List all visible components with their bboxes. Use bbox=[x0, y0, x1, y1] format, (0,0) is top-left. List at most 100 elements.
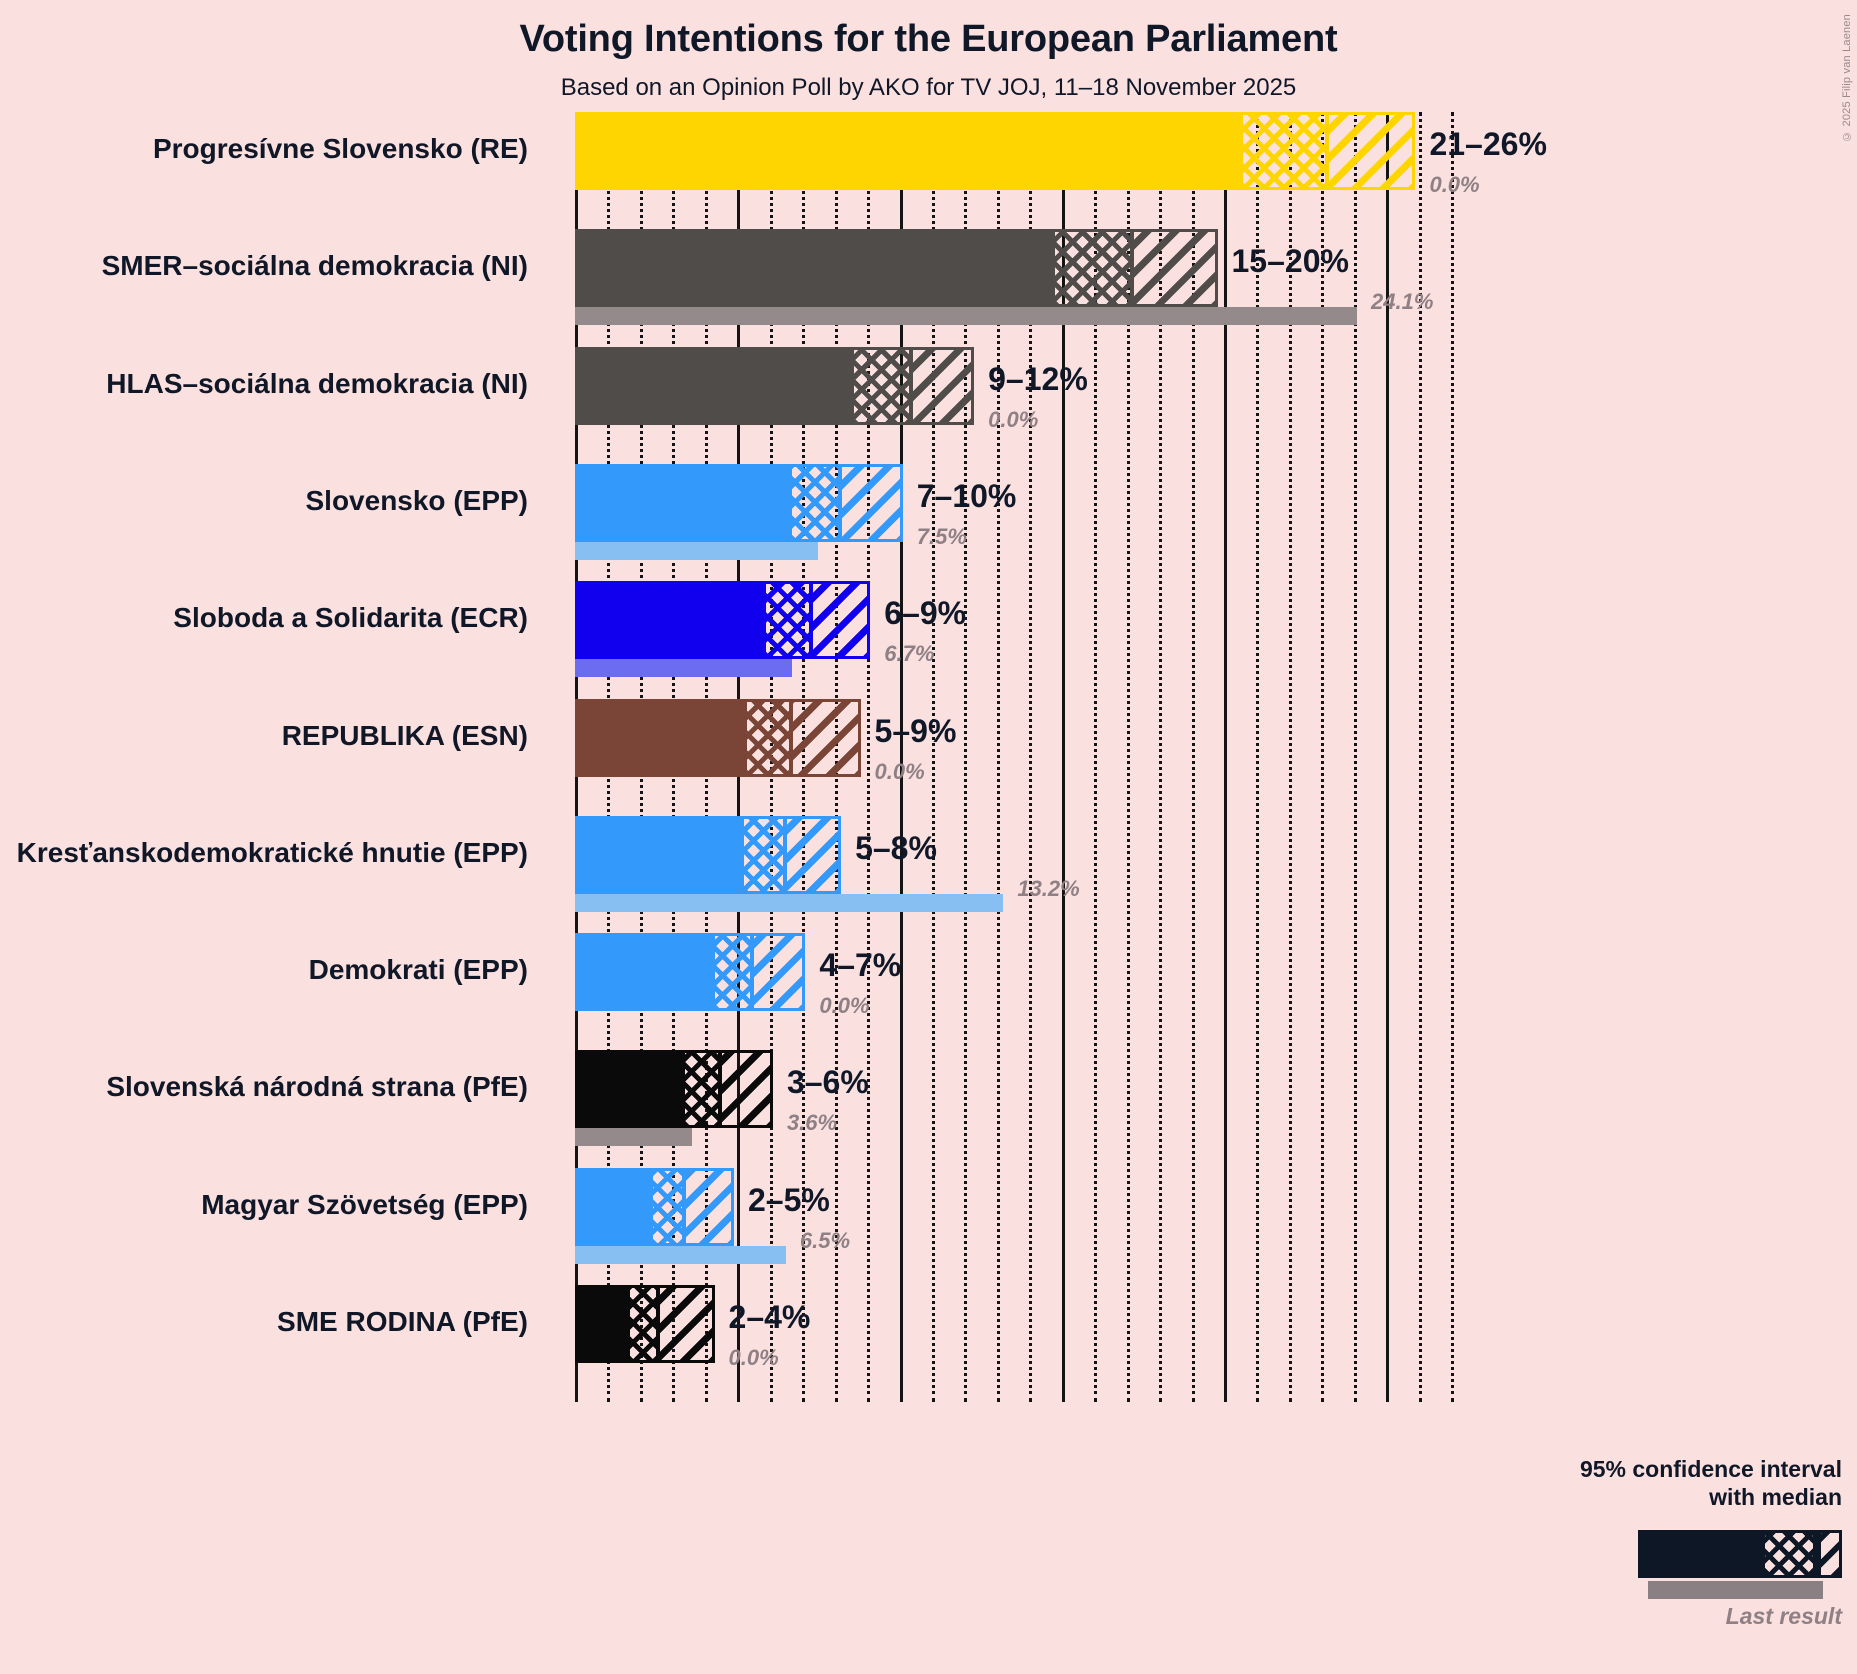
bar-segment-crosshatch bbox=[766, 581, 809, 660]
last-result-bar bbox=[575, 541, 819, 560]
bar-segment-solid bbox=[575, 698, 747, 777]
party-label: HLAS–sociálna demokracia (NI) bbox=[106, 367, 528, 399]
bar-outline bbox=[575, 933, 806, 1012]
bar-outline bbox=[575, 346, 975, 425]
bar-segment-solid bbox=[575, 463, 793, 542]
bar-segment-diagonal bbox=[750, 933, 806, 1012]
bar-segment-diagonal bbox=[717, 1050, 773, 1129]
gridline-major bbox=[1386, 112, 1390, 1402]
bar-outline bbox=[575, 1285, 715, 1363]
gridline-major bbox=[899, 112, 903, 1402]
chart-row: SMER–sociálna demokracia (NI) 15–20% 24.1% bbox=[102, 229, 1820, 346]
gridline-major bbox=[1061, 112, 1065, 1402]
gridline-minor bbox=[1029, 112, 1033, 1402]
bar-segment-diagonal bbox=[808, 581, 871, 660]
gridline-minor bbox=[1159, 112, 1163, 1402]
bar-segment-crosshatch bbox=[1243, 112, 1325, 190]
bar-segment-crosshatch bbox=[652, 1167, 683, 1246]
bar-segment-crosshatch bbox=[685, 1050, 718, 1129]
gridline-minor bbox=[1256, 112, 1260, 1402]
party-label: Progresívne Slovensko (RE) bbox=[152, 133, 528, 164]
range-label: 15–20% bbox=[1231, 243, 1349, 280]
last-result-label: 0.0% bbox=[819, 993, 870, 1019]
bar-segment-solid bbox=[575, 815, 744, 894]
bar-segment-crosshatch bbox=[746, 698, 790, 777]
gridline-minor bbox=[1094, 112, 1098, 1402]
legend-title: 95% confidence interval with median bbox=[1290, 1455, 1842, 1511]
chart-row: Demokrati (EPP) 4–7% 0.0% bbox=[309, 933, 1820, 1050]
chart-row: HLAS–sociálna demokracia (NI) 9–12% 0.0% bbox=[106, 346, 1820, 464]
gridline-minor bbox=[1321, 112, 1325, 1402]
gridline-minor bbox=[867, 112, 871, 1402]
bar-segment-crosshatch bbox=[714, 933, 751, 1012]
bar-segment-solid bbox=[575, 229, 1056, 308]
range-label: 7–10% bbox=[916, 477, 1017, 514]
last-result-label: 3.6% bbox=[786, 1110, 838, 1136]
bar-segment-diagonal bbox=[656, 1285, 715, 1363]
chart-row: Sloboda a Solidarita (ECR) 6–9% 6.7% bbox=[173, 581, 1820, 698]
gridline-minor bbox=[996, 112, 1000, 1402]
last-result-label: 0.0% bbox=[728, 1345, 779, 1370]
bar-outline bbox=[575, 463, 903, 542]
legend-last-result-label: Last result bbox=[1725, 1603, 1842, 1629]
bar-segment-solid bbox=[575, 933, 715, 1012]
bar-segment-diagonal bbox=[837, 463, 903, 542]
chart-row: Slovenská národná strana (PfE) 3–6% 3.6% bbox=[106, 1050, 1820, 1167]
party-label: SMER–sociálna demokracia (NI) bbox=[101, 250, 528, 282]
legend-ci-bar bbox=[1638, 1530, 1842, 1578]
bar-outline bbox=[575, 581, 871, 660]
party-label: Slovensko (EPP) bbox=[305, 484, 528, 516]
gridline-minor bbox=[1191, 112, 1195, 1402]
bar-segment-solid bbox=[575, 581, 767, 660]
bar-segment-crosshatch bbox=[854, 346, 910, 425]
range-label: 21–26% bbox=[1429, 126, 1547, 162]
range-label: 2–4% bbox=[728, 1299, 811, 1335]
last-result-label: 0.0% bbox=[874, 758, 925, 784]
last-result-bar bbox=[575, 659, 793, 678]
gridline-minor bbox=[1353, 112, 1357, 1402]
bar-segment-diagonal bbox=[1129, 229, 1218, 308]
bar-segment-crosshatch bbox=[1055, 229, 1130, 308]
chart-row: Magyar Szövetség (EPP) 2–5% 6.5% bbox=[201, 1167, 1820, 1285]
last-result-label: 24.1% bbox=[1371, 289, 1434, 315]
legend-diagonal-segment bbox=[1817, 1533, 1839, 1575]
party-label: Kresťanskodemokratické hnutie (EPP) bbox=[16, 836, 528, 868]
last-result-label: 13.2% bbox=[1017, 875, 1080, 901]
bar-segment-diagonal bbox=[789, 698, 861, 777]
copyright-notice: © 2025 Filip van Laenen bbox=[1841, 14, 1853, 142]
range-label: 3–6% bbox=[786, 1064, 869, 1101]
range-label: 9–12% bbox=[988, 360, 1088, 397]
bar-segment-crosshatch bbox=[630, 1285, 657, 1363]
chart-row: Slovensko (EPP) 7–10% 7.5% bbox=[305, 463, 1820, 581]
chart-legend: 95% confidence interval with median Last… bbox=[1290, 1455, 1850, 1629]
chart-row: SME RODINA (PfE) 2–4% 0.0% bbox=[277, 1285, 1820, 1402]
chart-subtitle: Based on an Opinion Poll by AKO for TV J… bbox=[560, 74, 1297, 101]
bar-segment-diagonal bbox=[682, 1167, 734, 1246]
party-label: Magyar Szövetség (EPP) bbox=[201, 1188, 528, 1220]
legend-crosshatch-segment bbox=[1765, 1533, 1813, 1575]
chart-row: Progresívne Slovensko (RE) 21–26% 0.0% bbox=[153, 112, 1820, 229]
range-label: 4–7% bbox=[819, 947, 902, 984]
bar-outline bbox=[575, 229, 1218, 308]
gridline-minor bbox=[1418, 112, 1422, 1402]
bar-segment-solid bbox=[575, 112, 1244, 190]
last-result-label: 0.0% bbox=[988, 406, 1039, 432]
legend-title-line1: 95% confidence interval bbox=[1579, 1456, 1842, 1482]
party-label: REPUBLIKA (ESN) bbox=[281, 719, 528, 751]
legend-last-result-bar bbox=[1648, 1581, 1823, 1599]
last-result-label: 7.5% bbox=[916, 523, 967, 549]
bar-outline bbox=[575, 698, 861, 777]
bar-segment-solid bbox=[575, 1050, 686, 1129]
gridline-minor bbox=[1126, 112, 1130, 1402]
last-result-bar bbox=[575, 1245, 786, 1264]
chart-row: REPUBLIKA (ESN) 5–9% 0.0% bbox=[282, 698, 1820, 816]
range-label: 5–8% bbox=[855, 829, 937, 866]
chart-row: Kresťanskodemokratické hnutie (EPP) 5–8% 1… bbox=[17, 815, 1820, 933]
range-label: 5–9% bbox=[874, 712, 957, 749]
page-title: Voting Intentions for the European Parli… bbox=[519, 18, 1338, 60]
last-result-bar bbox=[575, 1128, 692, 1147]
bar-segment-solid bbox=[575, 1167, 653, 1246]
bar-segment-diagonal bbox=[1324, 112, 1416, 190]
bar-outline bbox=[575, 112, 1416, 190]
